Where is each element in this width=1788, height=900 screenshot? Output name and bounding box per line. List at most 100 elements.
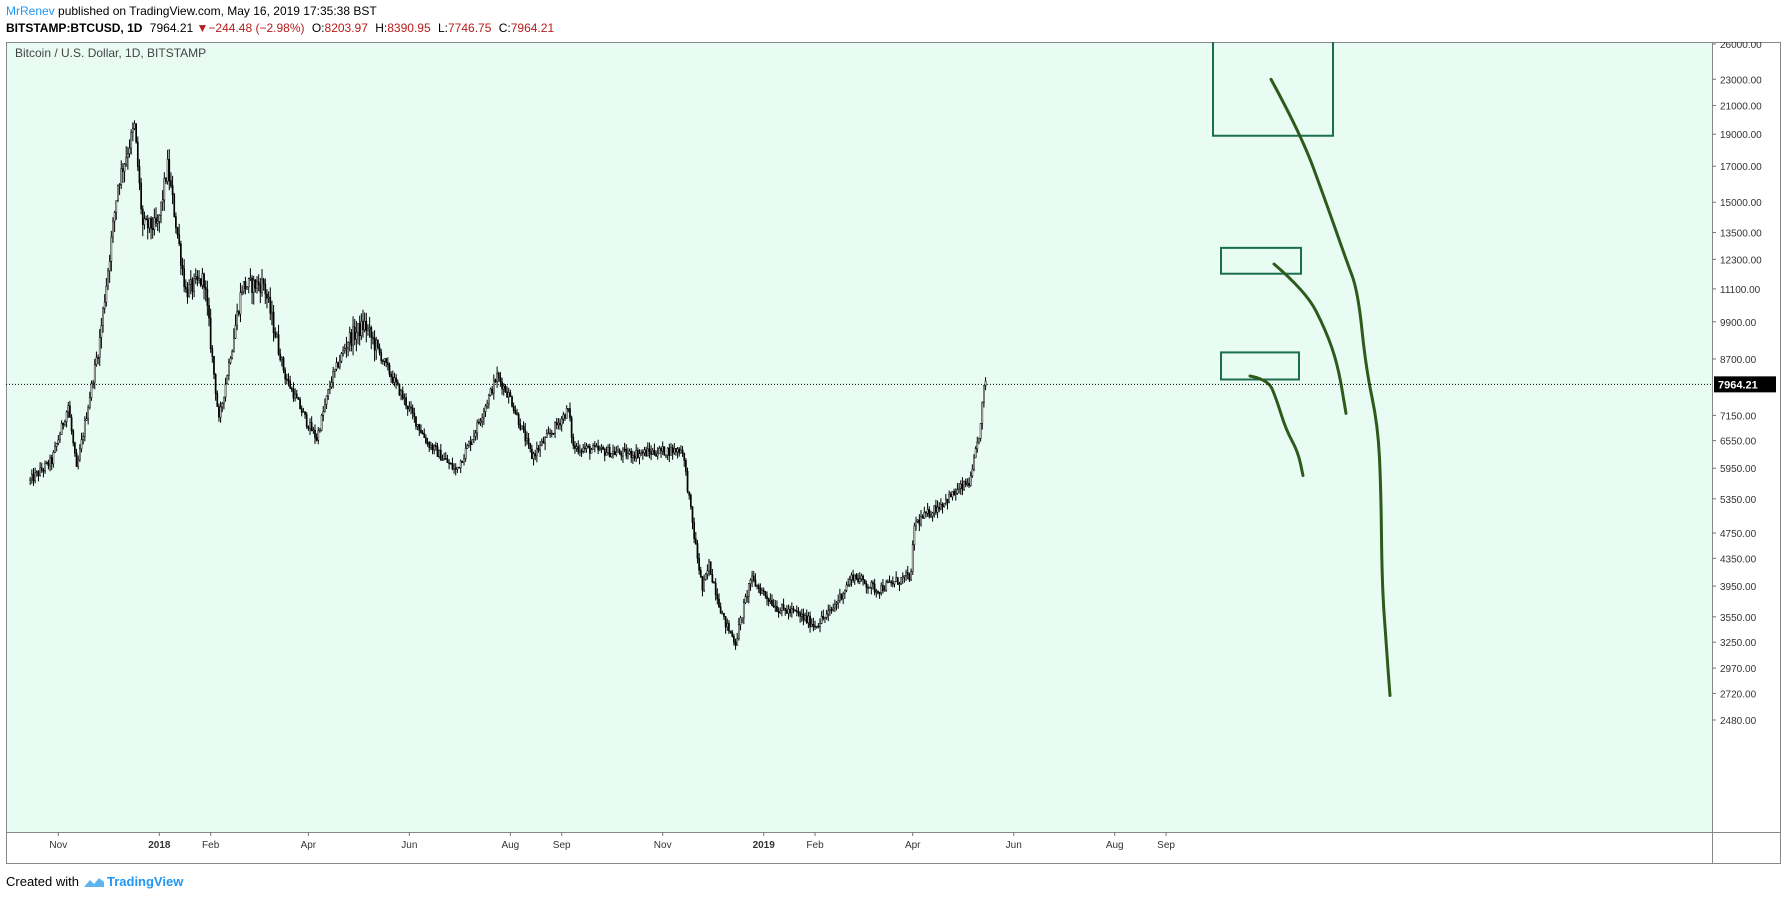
candle [499, 372, 502, 387]
candle [224, 377, 227, 402]
candle [540, 438, 543, 447]
candle [292, 382, 295, 402]
candle [401, 386, 404, 401]
tradingview-link[interactable]: TradingView [106, 874, 184, 889]
candle [345, 336, 348, 358]
candle [362, 309, 364, 338]
candle [117, 184, 119, 203]
candle [330, 376, 333, 389]
publish-info: MrRenev published on TradingView.com, Ma… [6, 4, 377, 18]
candle [569, 402, 571, 422]
candle [504, 383, 507, 393]
candle [923, 506, 926, 519]
candle [439, 443, 442, 461]
time-axis[interactable]: Nov 2018 Feb Apr Jun Aug Sep Nov 2019 Feb Apr Jun Au… [49, 832, 1175, 851]
candle [958, 483, 960, 494]
candle [666, 447, 669, 460]
candle [469, 436, 472, 452]
candle [340, 351, 343, 364]
candle [665, 454, 667, 459]
candle [863, 579, 866, 585]
candle [930, 510, 932, 518]
candle [256, 276, 258, 294]
candle [254, 278, 257, 293]
candle [983, 385, 985, 408]
candle [532, 451, 535, 466]
symbol-info: BITSTAMP:BTCUSD, 1D 7964.21 ▼−244.48 (−2… [6, 21, 554, 35]
candle [898, 581, 901, 592]
candle [696, 540, 699, 564]
tradingview-logo-icon[interactable] [83, 876, 105, 888]
candle [623, 442, 626, 453]
candle [615, 446, 618, 457]
candle [911, 540, 914, 575]
candle [885, 579, 888, 592]
candle [925, 510, 927, 518]
candle [395, 374, 397, 389]
candle [244, 276, 247, 295]
candle [822, 609, 825, 621]
candle [87, 404, 89, 425]
candle [941, 502, 944, 514]
candle [130, 129, 133, 155]
candle [289, 375, 291, 390]
candle [64, 419, 66, 427]
projection-curve[interactable] [1272, 262, 1348, 415]
candle [804, 612, 806, 622]
price-chart[interactable]: Bitcoin / U.S. Dollar, 1D, BITSTAMP 2600… [6, 42, 1781, 864]
candle [216, 390, 219, 407]
candle [759, 583, 762, 596]
candle [338, 354, 341, 370]
candle [49, 454, 51, 472]
candle [74, 441, 76, 457]
candle [102, 306, 104, 333]
candle [478, 418, 480, 425]
candle [127, 146, 129, 170]
chart-container[interactable]: Bitcoin / U.S. Dollar, 1D, BITSTAMP 2600… [6, 42, 1781, 864]
target-box[interactable] [1220, 246, 1302, 275]
candle [971, 464, 974, 478]
candle [842, 591, 845, 605]
candle [208, 297, 210, 327]
candle [75, 448, 78, 467]
candle [903, 575, 906, 583]
candle [413, 407, 416, 423]
candle [668, 443, 671, 463]
candle [683, 452, 686, 467]
projection-curve[interactable] [1269, 77, 1392, 698]
y-tick-label: 12300.00 [1720, 255, 1762, 266]
candle [901, 572, 904, 584]
candle [433, 444, 436, 455]
candle [295, 389, 298, 399]
candle [978, 437, 980, 445]
candle [979, 423, 982, 442]
candle [595, 442, 598, 448]
author-link[interactable]: MrRenev [6, 4, 55, 18]
candle [699, 566, 702, 578]
candle [976, 436, 979, 453]
candle [34, 467, 36, 484]
candle [39, 461, 41, 477]
candle [209, 308, 212, 353]
candle [514, 405, 517, 415]
candle [600, 444, 603, 453]
candle [502, 383, 505, 396]
candle [829, 604, 831, 616]
candle [426, 437, 429, 447]
candle [131, 122, 134, 142]
candle [802, 608, 805, 626]
candle [252, 275, 255, 305]
candle [709, 561, 712, 575]
candle [161, 190, 164, 211]
candle [37, 470, 40, 482]
candle [940, 498, 942, 511]
candle [175, 212, 177, 234]
candle [166, 149, 169, 185]
y-tick-label: 21000.00 [1720, 101, 1762, 112]
target-box[interactable] [1212, 42, 1334, 137]
candle [393, 372, 396, 387]
candle [122, 163, 124, 183]
projection-curve[interactable] [1248, 374, 1305, 478]
price-axis[interactable]: 26000.00 23000.00 21000.00 19000.00 17000.00… [1712, 42, 1762, 727]
plot-area[interactable] [7, 43, 1712, 832]
